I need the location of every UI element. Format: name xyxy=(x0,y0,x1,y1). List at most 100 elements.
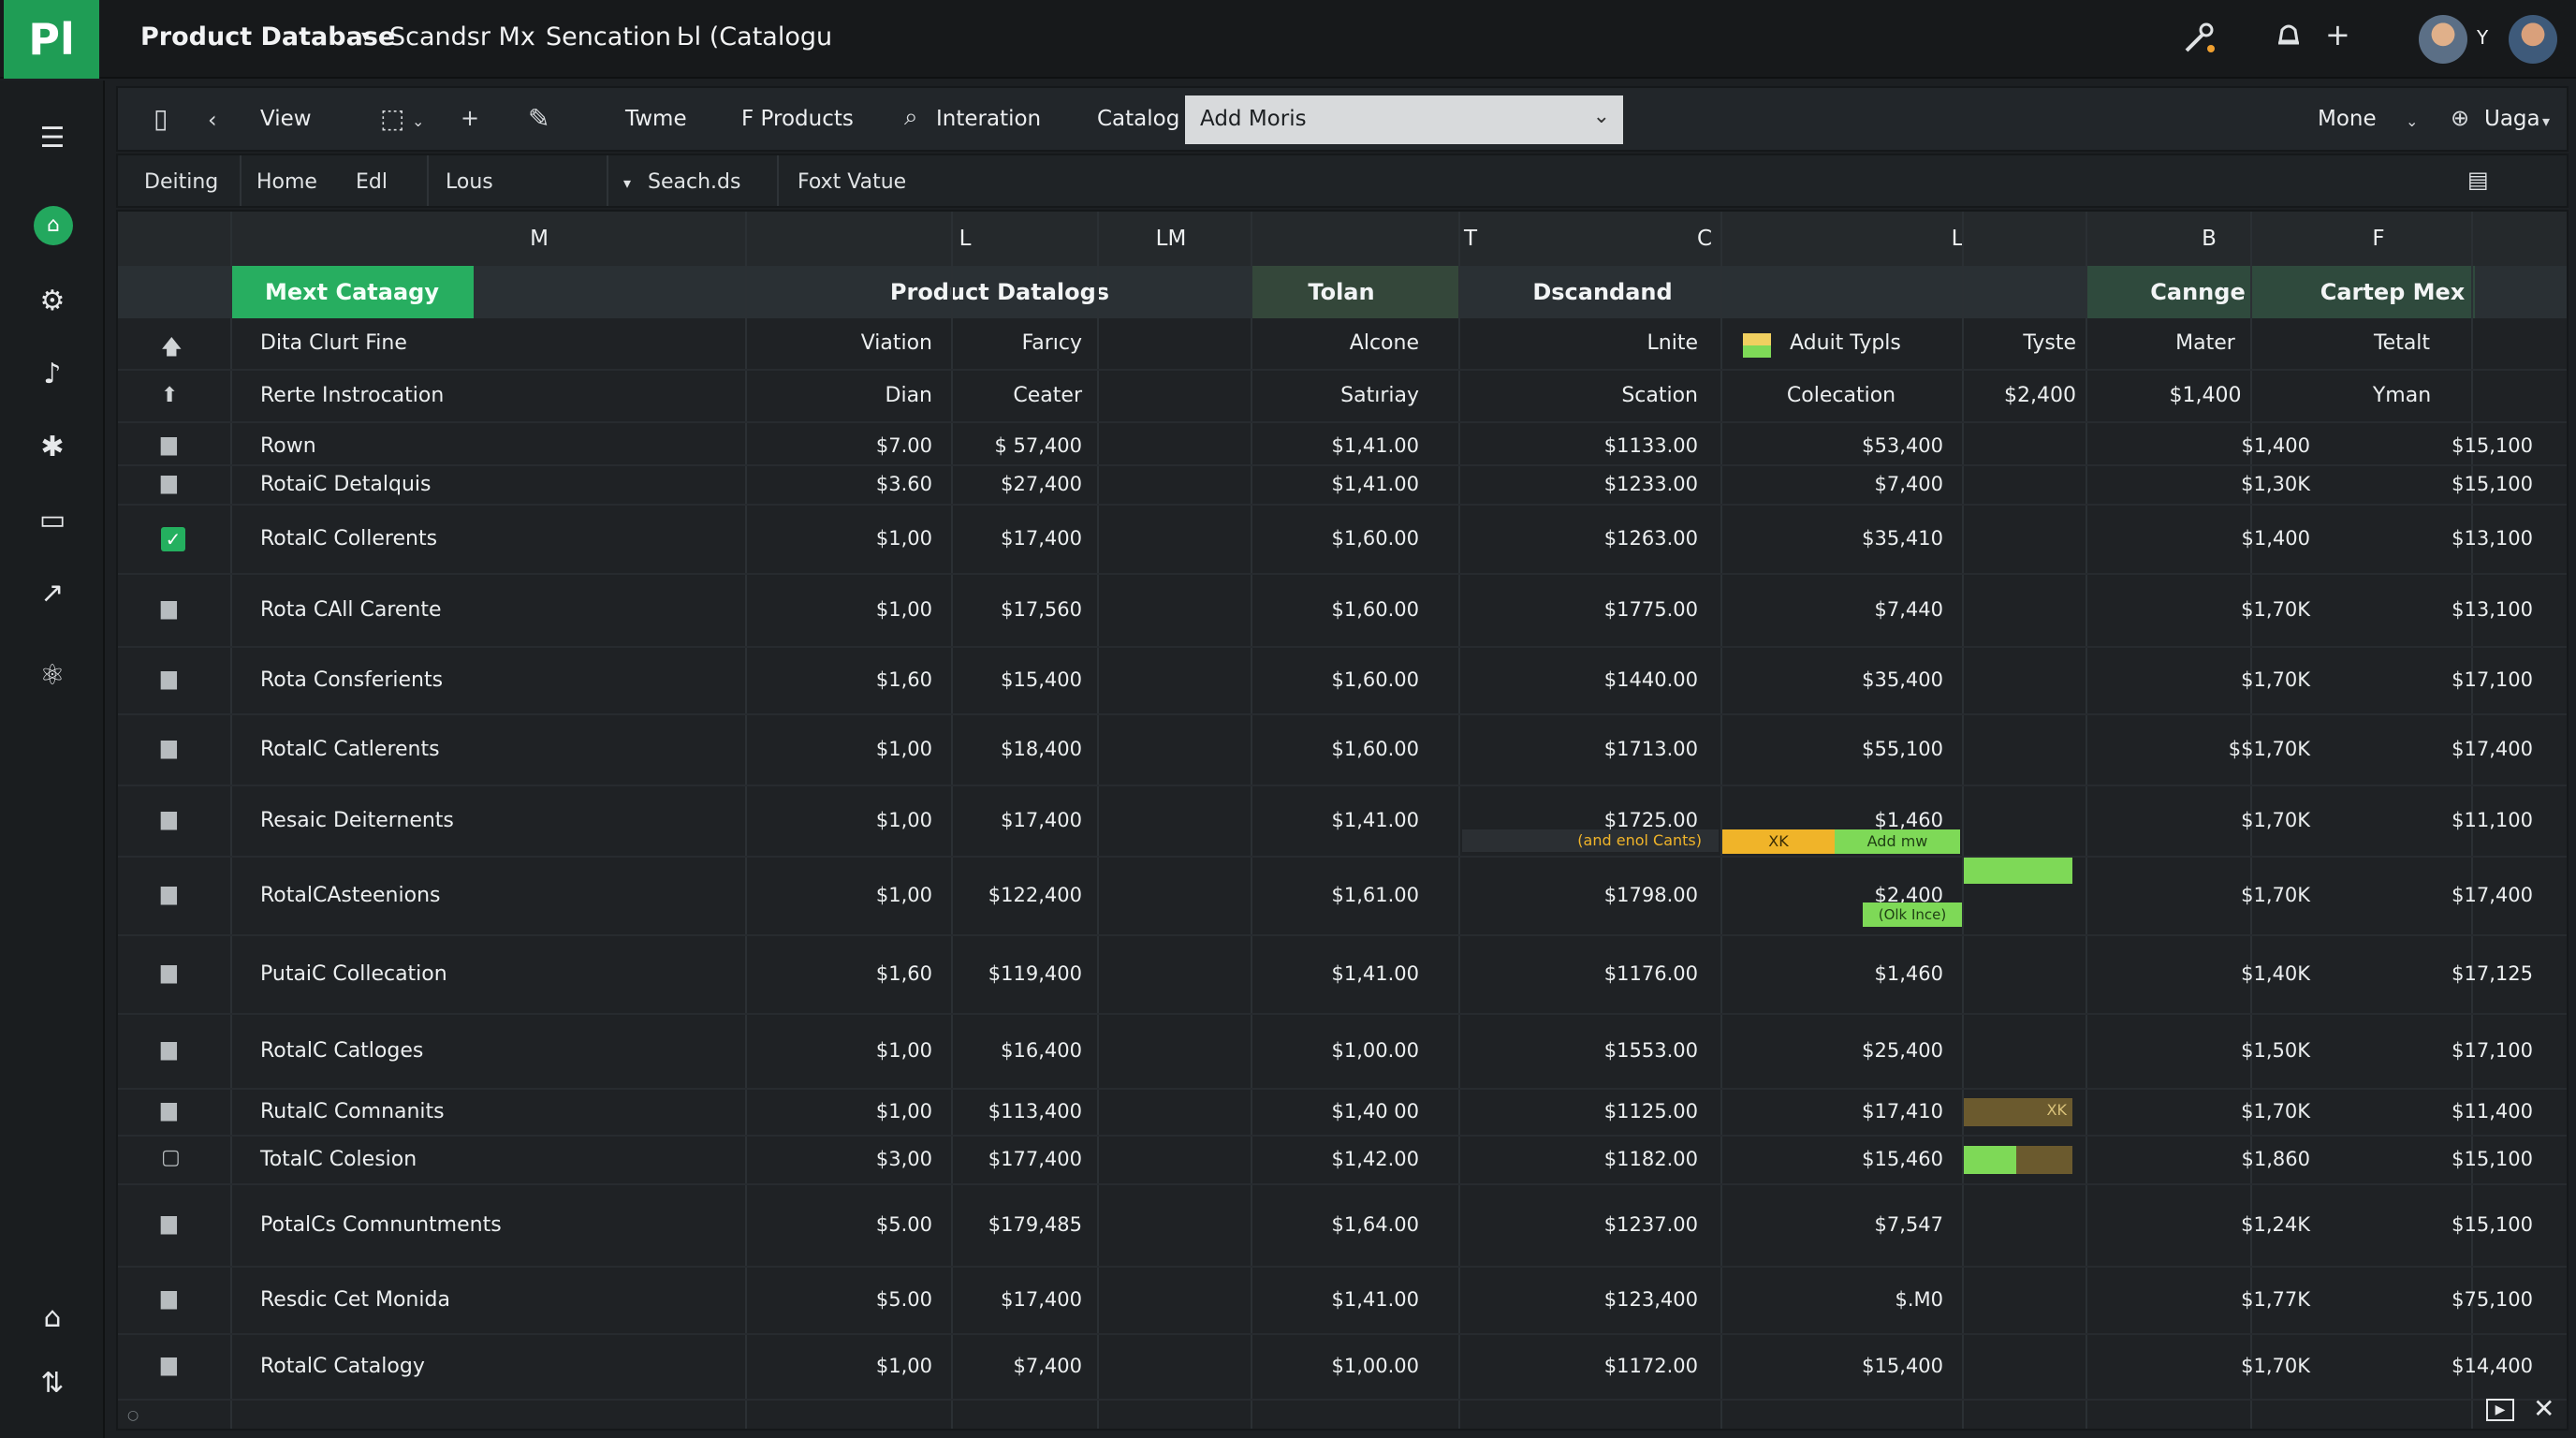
table-row[interactable]: ▆ RotaiC Detalquis $3.60 $27,400 $1,41.00 $12… xyxy=(118,466,2567,506)
col-header-l[interactable]: L xyxy=(959,227,972,251)
subnav-deiting[interactable]: Deiting xyxy=(144,170,219,194)
table-row[interactable]: ▆ Resdic Cet Monida $5.00 $17,400 $1,41.00 $1… xyxy=(118,1268,2567,1335)
back-arrow-icon[interactable]: ‹ xyxy=(208,107,217,133)
cell: $1,41.00 xyxy=(1331,809,1419,831)
cell: $1,70K xyxy=(2241,1355,2310,1377)
menu-product-database[interactable]: Product Database xyxy=(140,22,396,51)
avatar-secondary[interactable] xyxy=(2509,15,2557,64)
product-grid: M L LM T C L B F Mext Cataagy Product Da… xyxy=(116,210,2569,1431)
col-header-t[interactable]: T xyxy=(1463,227,1478,251)
monitor-icon[interactable]: ▭ xyxy=(38,504,66,536)
sort-icon[interactable]: ⇅ xyxy=(40,1367,65,1400)
table-row[interactable]: ▢ TotalC Colesion $3,00 $177,400 $1,42.00 $11… xyxy=(118,1137,2567,1185)
share-arrow-icon[interactable]: ↗ xyxy=(40,577,65,609)
arrow-up-icon[interactable]: 🡅 xyxy=(161,336,183,360)
col-header-lm[interactable]: LM xyxy=(1155,227,1187,251)
menu-scandsr-mx[interactable]: Scandsr Mx xyxy=(389,22,535,51)
col-header-l2[interactable]: L xyxy=(1951,227,1964,251)
music-note-icon[interactable]: ♪ xyxy=(43,358,62,390)
menu-sencation[interactable]: Sencation xyxy=(546,22,671,51)
row-name: RotalCAsteenions xyxy=(260,884,441,907)
cell: Ceater xyxy=(1013,384,1082,407)
uaga-caret-icon[interactable]: ▾ xyxy=(2542,112,2551,130)
subnav-seachds[interactable]: Seach.ds xyxy=(648,170,741,194)
col-header-f[interactable]: F xyxy=(2372,227,2385,251)
subnav-foxt-vatue[interactable]: Foxt Vatue xyxy=(798,170,907,194)
filter-caret-icon[interactable]: ▾ xyxy=(623,174,632,192)
table-row[interactable]: ✓ RotalC Collerents $1,00 $17,400 $1,60.00 $1… xyxy=(118,506,2567,575)
group-tolan[interactable]: Tolan xyxy=(1308,279,1375,305)
cell: $1,41.00 xyxy=(1331,434,1419,457)
view-button[interactable]: View xyxy=(260,107,312,131)
resize-grip-icon[interactable]: ○ xyxy=(127,1408,139,1423)
edit-pen-icon[interactable]: ✎ xyxy=(528,103,550,134)
table-row[interactable]: ▆ PutaiC Collecation $1,60 $119,400 $1,41.00… xyxy=(118,936,2567,1015)
subheader-row: 🡅 Dita Clurt Fine Viation Farıcy Alcone … xyxy=(118,318,2567,371)
checkbox-checked-icon[interactable]: ✓ xyxy=(161,527,185,551)
subnav-edl[interactable]: Edl xyxy=(356,170,388,194)
gear-icon[interactable]: ⚙ xyxy=(39,285,66,317)
add-icon[interactable]: + xyxy=(461,105,480,131)
cell: $35,400 xyxy=(1862,668,1943,691)
export-caret-icon[interactable]: ⌄ xyxy=(412,112,425,130)
caret-down-icon[interactable]: ▾ xyxy=(361,26,371,46)
catalog-select[interactable]: Add Moris ⌄ xyxy=(1185,95,1623,144)
interation-button[interactable]: Interation xyxy=(936,107,1042,131)
table-row[interactable]: ▆ RotalC Catlerents $1,00 $18,400 $1,60.00 $1… xyxy=(118,715,2567,786)
uaga-button[interactable]: Uaga xyxy=(2484,107,2540,131)
table-row[interactable]: ▆ Rota CAll Carente $1,00 $17,560 $1,60.00 $1… xyxy=(118,575,2567,648)
mone-button[interactable]: Mone xyxy=(2318,107,2377,131)
lock-icon[interactable]: ⌂ xyxy=(43,1301,62,1334)
avatar[interactable] xyxy=(2419,15,2467,64)
table-row[interactable]: ▆ Rown $7.00 $ 57,400 $1,41.00 $1133.00 $53,40… xyxy=(118,429,2567,466)
col-header-c[interactable]: C xyxy=(1696,227,1713,251)
twme-button[interactable]: Twme xyxy=(625,107,687,131)
group-product-datalogs[interactable]: Product Datalogs xyxy=(889,279,1110,305)
panel-icon[interactable]: ▯ xyxy=(154,103,168,134)
table-row[interactable]: ▆ RutalC Comnanits $1,00 $113,400 $1,40 00 $1… xyxy=(118,1090,2567,1137)
group-mext-cataagy[interactable]: Mext Cataagy xyxy=(230,266,474,318)
close-icon[interactable]: ✕ xyxy=(2533,1393,2555,1424)
menu-catalogu[interactable]: Ꮟl (Catalogu xyxy=(678,22,833,51)
col-header-b[interactable]: B xyxy=(2202,227,2217,251)
subnav-lous[interactable]: Lous xyxy=(446,170,493,194)
table-row[interactable]: ▆ PotalCs Comnuntments $5.00 $179,485 $1,64.… xyxy=(118,1185,2567,1268)
catalog-label: Catalog xyxy=(1097,107,1180,131)
export-icon[interactable]: ⬚ xyxy=(380,103,405,134)
tools-icon[interactable] xyxy=(2181,19,2218,64)
cell: $16,400 xyxy=(1001,1039,1082,1062)
plus-icon[interactable]: + xyxy=(2325,17,2350,52)
f-products-button[interactable]: F Products xyxy=(741,107,854,131)
cell: $55,100 xyxy=(1862,738,1943,760)
document-icon: ▆ xyxy=(161,1098,177,1122)
cell: $ 57,400 xyxy=(994,434,1082,457)
sidebar: ☰ ⌂ ⚙ ♪ ✱ ▭ ↗ ⚛ ⌂ ⇅ xyxy=(0,81,105,1438)
cell: $1133.00 xyxy=(1603,434,1698,457)
subnav-home[interactable]: Home xyxy=(256,170,317,194)
globe-icon[interactable]: ⊕ xyxy=(2451,105,2470,131)
search-icon[interactable]: ⌕ xyxy=(904,103,918,131)
table-row[interactable]: ▆ RotalCAsteenions $1,00 $122,400 $1,61.00 $1… xyxy=(118,858,2567,936)
bell-icon[interactable] xyxy=(2273,19,2305,58)
table-row[interactable]: ▆ RotalC Catalogy $1,00 $7,400 $1,00.00 $1172… xyxy=(118,1335,2567,1401)
cell: $1182.00 xyxy=(1603,1148,1698,1170)
panel-toggle-icon[interactable]: ▤ xyxy=(2467,167,2489,193)
group-dscandand[interactable]: Dscandand xyxy=(1532,279,1673,305)
table-row[interactable]: ▆ Resaic Deiternents $1,00 $17,400 $1,41.00 $… xyxy=(118,786,2567,858)
mone-caret-icon[interactable]: ⌄ xyxy=(2406,112,2419,130)
table-row[interactable]: ▆ Rota Consferients $1,60 $15,400 $1,60.00 $1… xyxy=(118,648,2567,715)
group-cartep-mex[interactable]: Cartep Mex xyxy=(2320,279,2466,305)
arrow-up-bold-icon[interactable]: ⬆ xyxy=(161,384,179,407)
cell: Aduit Typls xyxy=(1790,331,1901,355)
cell: $1,00 xyxy=(875,1039,932,1062)
hamburger-menu-icon[interactable]: ☰ xyxy=(39,122,66,154)
home-icon[interactable]: ⌂ xyxy=(34,206,73,245)
network-icon[interactable]: ⚛ xyxy=(39,659,66,692)
cell: $1,460 xyxy=(1874,962,1943,985)
play-icon[interactable]: ▶ xyxy=(2486,1399,2514,1421)
table-row[interactable]: ▆ RotalC Catloges $1,00 $16,400 $1,00.00 $155… xyxy=(118,1015,2567,1090)
avatar-caret[interactable]: Y xyxy=(2477,26,2489,49)
puzzle-icon[interactable]: ✱ xyxy=(40,431,65,463)
group-cannge[interactable]: Cannge xyxy=(2150,279,2246,305)
cell: $75,100 xyxy=(2452,1288,2533,1311)
